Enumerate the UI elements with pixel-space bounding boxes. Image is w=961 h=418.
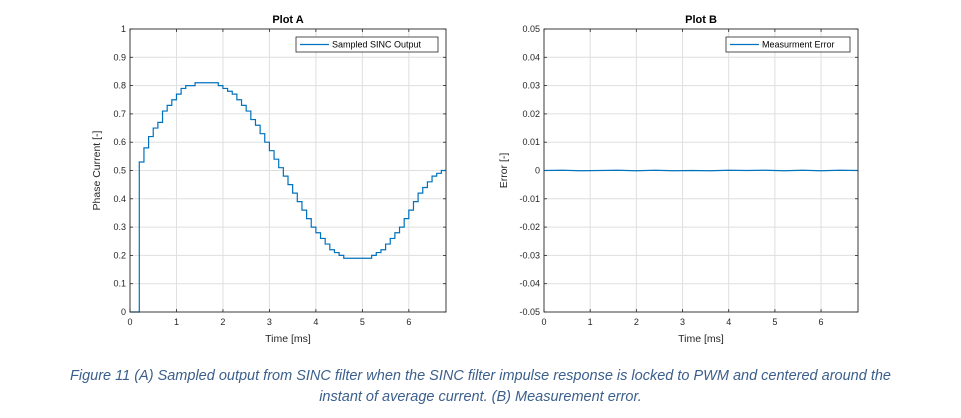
plot-a-axes-frame bbox=[129, 28, 447, 313]
plot-b-y-tick-label: -0.01 bbox=[519, 194, 540, 204]
plot-b-x-tick-label: 5 bbox=[772, 317, 777, 327]
plot-a-y-tick-label: 0.3 bbox=[113, 222, 126, 232]
plot-a-y-tick-label: 0.1 bbox=[113, 279, 126, 289]
plot-a-x-tick-label: 0 bbox=[127, 317, 132, 327]
caption-line-1: Figure 11 (A) Sampled output from SINC f… bbox=[70, 368, 891, 384]
plot-a-y-tick-label: 0.5 bbox=[113, 166, 126, 176]
plot-b-x-tick-label: 1 bbox=[588, 317, 593, 327]
plot-b-x-tick-label: 6 bbox=[819, 317, 824, 327]
plot-b-legend-label: Measurment Error bbox=[762, 40, 835, 50]
plot-a-y-tick-label: 1 bbox=[121, 24, 126, 34]
plot-b-y-tick-label: -0.02 bbox=[519, 222, 540, 232]
plot-a-legend-box bbox=[295, 36, 439, 53]
plot-b-x-tick-label: 0 bbox=[541, 317, 546, 327]
caption-line-2: instant of average current. (B) Measurem… bbox=[319, 389, 642, 405]
plot-b-x-tick-label: 2 bbox=[634, 317, 639, 327]
plot-a-y-tick-label: 0.2 bbox=[113, 250, 126, 260]
plot-b-y-tick-label: 0 bbox=[535, 166, 540, 176]
plot-a-x-tick-label: 1 bbox=[174, 317, 179, 327]
plot-a-y-tick-label: 0 bbox=[121, 307, 126, 317]
plot-b-y-tick-label: 0.04 bbox=[522, 52, 540, 62]
plot-a-x-tick-label: 3 bbox=[267, 317, 272, 327]
plot-a: 0 1 2 3 4 5 6 0 0.1 0.2 0.3 0.4 0.5 0.6 0.7 0.8 0.9 1 Time… bbox=[91, 14, 447, 345]
plot-a-legend-label: Sampled SINC Output bbox=[332, 40, 422, 50]
plot-b-axes-frame bbox=[543, 28, 859, 313]
plot-a-x-tick-label: 5 bbox=[360, 317, 365, 327]
plot-b-x-tick-label: 3 bbox=[680, 317, 685, 327]
plot-b-title: Plot B bbox=[685, 14, 717, 26]
plot-b-y-tick-label: 0.03 bbox=[522, 81, 540, 91]
plot-b-y-tick-label: -0.04 bbox=[519, 279, 540, 289]
plot-b: 0 1 2 3 4 5 6 -0.05 -0.04 -0.03 -0.02 -0.01 0 0.01 0.0… bbox=[498, 14, 859, 345]
plot-a-x-axis-label: Time [ms] bbox=[265, 333, 311, 345]
plot-a-y-tick-label: 0.9 bbox=[113, 52, 126, 62]
plot-a-y-tick-label: 0.7 bbox=[113, 109, 126, 119]
plot-b-y-tick-label: -0.03 bbox=[519, 250, 540, 260]
figure-caption: Figure 11 (A) Sampled output from SINC f… bbox=[0, 366, 961, 408]
plot-b-y-tick-label: 0.02 bbox=[522, 109, 540, 119]
plot-a-x-tick-label: 6 bbox=[406, 317, 411, 327]
plot-a-x-tick-label: 2 bbox=[220, 317, 225, 327]
figure: 0 1 2 3 4 5 6 0 0.1 0.2 0.3 0.4 0.5 0.6 0.7 0.8 0.9 1 Time… bbox=[91, 14, 859, 345]
plot-b-legend-box bbox=[725, 36, 851, 53]
plot-b-y-tick-label: 0.05 bbox=[522, 24, 540, 34]
plot-a-y-tick-label: 0.8 bbox=[113, 81, 126, 91]
plot-b-series-line bbox=[543, 169, 859, 172]
plot-b-x-tick-label: 4 bbox=[726, 317, 731, 327]
plot-a-y-tick-label: 0.4 bbox=[113, 194, 126, 204]
plot-b-y-tick-label: -0.05 bbox=[519, 307, 540, 317]
plot-a-x-tick-label: 4 bbox=[313, 317, 318, 327]
plot-b-y-axis-label: Error [-] bbox=[498, 153, 510, 189]
plot-a-title: Plot A bbox=[272, 14, 303, 26]
plot-a-y-tick-label: 0.6 bbox=[113, 137, 126, 147]
plot-a-series-line bbox=[130, 82, 446, 313]
plot-a-y-axis-label: Phase Current [-] bbox=[91, 130, 103, 210]
plot-b-y-tick-label: 0.01 bbox=[522, 137, 540, 147]
plot-b-x-axis-label: Time [ms] bbox=[678, 333, 724, 345]
